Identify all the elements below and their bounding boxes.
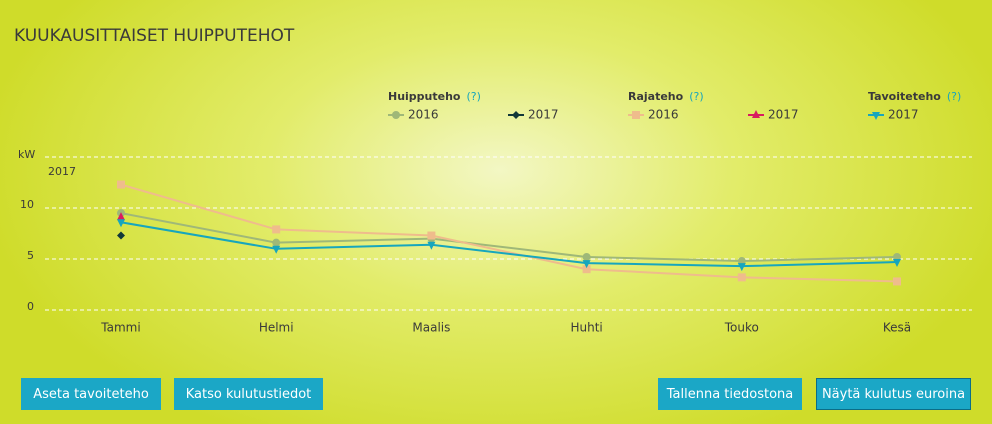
help-link: (?) xyxy=(689,90,703,103)
help-link: (?) xyxy=(467,90,481,103)
legend-group: Rajateho xyxy=(628,90,684,103)
x-tick-label: Tammi xyxy=(100,321,140,335)
button[interactable]: Tallenna tiedostona xyxy=(658,378,802,410)
button[interactable]: Näytä kulutus euroina xyxy=(816,378,971,410)
marker xyxy=(582,265,591,274)
page-title: KUUKAUSITTAISET HUIPPUTEHOT xyxy=(14,26,295,46)
marker xyxy=(737,257,746,266)
marker xyxy=(893,259,901,268)
marker xyxy=(427,241,436,250)
marker xyxy=(737,263,746,272)
legend-label: 2017 xyxy=(528,108,559,122)
marker xyxy=(893,252,901,261)
x-tick-label: Touko xyxy=(724,321,759,335)
y-tick-label: 10 xyxy=(20,198,34,211)
marker xyxy=(272,238,281,247)
y-unit: kW xyxy=(18,148,35,161)
y-tick-label: 0 xyxy=(27,300,34,313)
marker xyxy=(893,277,901,286)
legend-label: 2017 xyxy=(888,108,919,122)
legend-group: Huipputeho xyxy=(388,90,461,103)
legend-group: Tavoiteteho xyxy=(868,90,941,103)
legend-label: 2017 xyxy=(768,108,799,122)
x-tick-label: Huhti xyxy=(570,321,602,335)
y-tick-label: 5 xyxy=(27,249,34,262)
legend-marker xyxy=(392,111,400,119)
x-tick-label: Maalis xyxy=(412,321,450,335)
series-line xyxy=(120,221,898,268)
marker xyxy=(427,231,436,240)
marker xyxy=(117,219,125,228)
marker xyxy=(737,273,746,282)
legend-label: 2016 xyxy=(648,108,679,122)
marker xyxy=(117,212,125,221)
series-line xyxy=(120,183,898,283)
marker xyxy=(582,252,591,261)
legend-marker xyxy=(632,111,640,119)
button[interactable]: Katso kulutustiedot xyxy=(174,378,323,410)
legend-marker xyxy=(872,112,880,120)
marker xyxy=(272,225,281,234)
marker xyxy=(117,231,125,240)
legend-marker xyxy=(752,110,760,118)
year-label: 2017 xyxy=(48,165,76,178)
legend-label: 2016 xyxy=(408,108,439,122)
series-line xyxy=(120,212,898,263)
x-tick-label: Kesä xyxy=(883,321,911,335)
marker xyxy=(272,245,281,254)
help-link: (?) xyxy=(947,90,961,103)
x-tick-label: Helmi xyxy=(259,321,294,335)
button[interactable]: Aseta tavoiteteho xyxy=(21,378,161,410)
marker xyxy=(117,180,125,189)
marker xyxy=(582,260,591,269)
legend-marker xyxy=(512,111,520,119)
